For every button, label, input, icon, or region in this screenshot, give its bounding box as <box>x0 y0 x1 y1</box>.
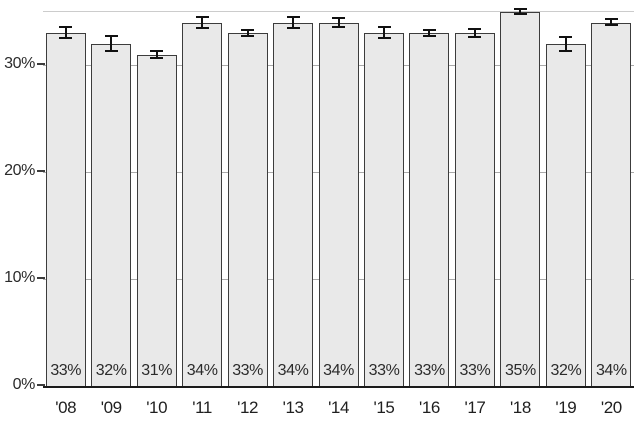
bar-13: 34% <box>273 15 314 386</box>
error-bar-12 <box>241 28 255 38</box>
bar-column-14: 34% <box>316 12 361 386</box>
x-axis-label-18: '18 <box>509 398 531 417</box>
error-bar-19 <box>559 35 573 52</box>
bar-12: 33% <box>227 28 268 386</box>
bar-17: 33% <box>454 27 495 386</box>
bar-column-19: 32% <box>543 12 588 386</box>
x-axis-label-17: '17 <box>464 398 486 417</box>
x-axis-label-19: '19 <box>555 398 577 417</box>
bar-value-label-11: 34% <box>186 362 218 379</box>
x-axis-label-13: '13 <box>282 398 304 417</box>
bar-value-label-15: 33% <box>368 362 400 379</box>
bar-15: 33% <box>364 26 405 386</box>
error-bar-08 <box>59 26 73 40</box>
error-bar-15 <box>377 26 391 40</box>
error-bar-stem <box>610 20 613 24</box>
error-bar-stem <box>246 30 249 36</box>
y-axis-label-30pct: 30% <box>4 55 35 73</box>
bar-column-13: 34% <box>270 12 315 386</box>
y-axis-tick-30pct <box>37 63 45 66</box>
bar-value-label-13: 34% <box>277 362 309 379</box>
error-bar-stem <box>64 28 67 38</box>
bar-value-label-10: 31% <box>141 362 173 379</box>
bar-19: 32% <box>545 35 586 386</box>
x-axis-labels: '08 '09 '10 '11 '12 '13 '14 '15 '16 '17 '18 '19 '20 <box>43 398 634 418</box>
x-axis-label-15: '15 <box>373 398 395 417</box>
y-axis-tick-10pct <box>37 277 45 280</box>
x-axis-label-09: '09 <box>100 398 122 417</box>
bar-value-label-18: 35% <box>505 362 536 379</box>
x-axis-label-11: '11 <box>192 398 212 417</box>
error-bar-16 <box>422 28 436 38</box>
error-bar-stem <box>428 30 431 36</box>
x-axis-label-08: '08 <box>55 398 77 417</box>
x-axis-label-12: '12 <box>237 398 259 417</box>
error-bar-stem <box>383 28 386 38</box>
bar-18: 35% <box>500 7 541 386</box>
error-bar-13 <box>286 15 300 29</box>
error-bar-stem <box>564 37 567 50</box>
y-axis-label-0pct: 0% <box>12 376 36 393</box>
bar-column-15: 33% <box>361 12 406 386</box>
bar-value-label-20: 34% <box>595 362 627 379</box>
bar-08: 33% <box>45 26 86 386</box>
error-bar-stem <box>519 9 522 14</box>
x-axis-label-14: '14 <box>328 398 350 417</box>
error-bar-stem <box>473 29 476 37</box>
bar-column-09: 32% <box>88 12 133 386</box>
error-bar-10 <box>150 49 164 59</box>
error-bar-stem <box>110 37 113 51</box>
error-bar-11 <box>195 15 209 29</box>
bar-column-12: 33% <box>225 12 270 386</box>
y-axis-label-10pct: 10% <box>4 269 35 287</box>
error-bar-17 <box>468 27 482 39</box>
bar-16: 33% <box>409 28 450 386</box>
x-axis-label-10: '10 <box>146 398 168 417</box>
bar-series: 33% 32% 31% 34% 33% 34% 34% 33% 33% 33% 35% 32% 34% <box>43 7 634 386</box>
bar-20: 34% <box>591 18 632 386</box>
bar-column-17: 33% <box>452 12 497 386</box>
error-bar-stem <box>337 18 340 26</box>
bar-value-label-14: 34% <box>323 362 354 379</box>
x-axis-label-16: '16 <box>419 398 440 417</box>
y-axis-label-20pct: 20% <box>4 162 35 180</box>
bar-09: 32% <box>91 35 132 386</box>
bar-value-label-16: 33% <box>414 362 445 379</box>
bar-column-20: 34% <box>589 12 634 386</box>
bar-value-label-08: 33% <box>50 362 82 379</box>
bar-column-18: 35% <box>498 7 543 386</box>
y-axis-tick-0pct <box>37 384 45 386</box>
bar-10: 31% <box>136 49 177 386</box>
bar-value-label-19: 32% <box>550 362 582 379</box>
bar-column-16: 33% <box>407 12 452 386</box>
x-axis-label-20: '20 <box>600 398 622 417</box>
error-bar-18 <box>513 7 527 16</box>
y-axis-tick-20pct <box>37 170 45 173</box>
plot-area: 33% 32% 31% 34% 33% 34% 34% 33% 33% 33% 35% 32% 34% <box>43 7 634 388</box>
bar-column-08: 33% <box>43 12 88 386</box>
bar-column-11: 34% <box>179 12 224 386</box>
error-bar-20 <box>604 18 618 26</box>
bar-value-label-09: 32% <box>95 362 127 379</box>
error-bar-stem <box>155 51 158 57</box>
bar-14: 34% <box>318 16 359 386</box>
bar-11: 34% <box>182 15 223 386</box>
error-bar-14 <box>332 16 346 28</box>
error-bar-stem <box>292 17 295 27</box>
bar-value-label-17: 33% <box>459 362 491 379</box>
bar-value-label-12: 33% <box>232 362 264 379</box>
bar-column-10: 31% <box>134 12 179 386</box>
error-bar-stem <box>201 17 204 27</box>
error-bar-09 <box>104 35 118 53</box>
